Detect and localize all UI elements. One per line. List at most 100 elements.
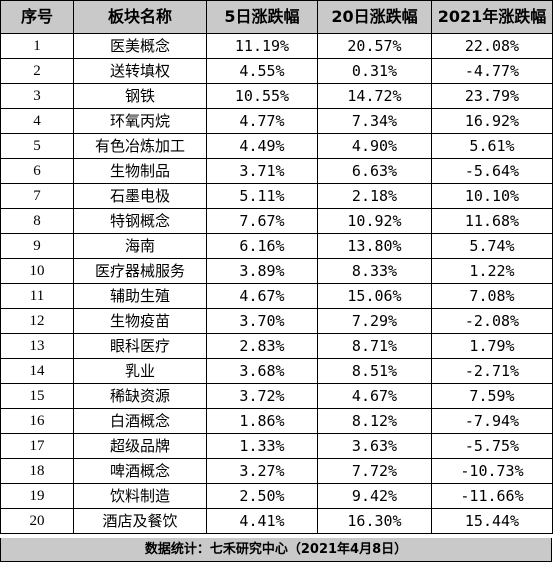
change-5day: 1.86% [206, 408, 318, 434]
change-20day: 16.30% [317, 508, 432, 534]
change-2021: -11.66% [431, 483, 553, 509]
change-2021: 23.79% [431, 83, 553, 109]
header-20day-change: 20日涨跌幅 [317, 0, 432, 34]
table-row: 8 特钢概念 7.67% 10.92% 11.68% [0, 208, 553, 234]
change-2021: 22.08% [431, 33, 553, 59]
table-row: 1 医美概念 11.19% 20.57% 22.08% [0, 33, 553, 59]
change-20day: 7.72% [317, 458, 432, 484]
row-index: 11 [0, 283, 74, 309]
sector-name: 钢铁 [73, 83, 207, 109]
change-20day: 20.57% [317, 33, 432, 59]
change-20day: 0.31% [317, 58, 432, 84]
change-2021: 10.10% [431, 183, 553, 209]
change-20day: 14.72% [317, 83, 432, 109]
change-5day: 2.83% [206, 333, 318, 359]
sector-table: 序号 板块名称 5日涨跌幅 20日涨跌幅 2021年涨跌幅 1 医美概念 11.19… [0, 0, 553, 534]
change-2021: 15.44% [431, 508, 553, 534]
change-20day: 8.33% [317, 258, 432, 284]
table-row: 14 乳业 3.68% 8.51% -2.71% [0, 358, 553, 384]
change-2021: 11.68% [431, 208, 553, 234]
sector-name: 稀缺资源 [73, 383, 207, 409]
change-5day: 3.72% [206, 383, 318, 409]
change-5day: 11.19% [206, 33, 318, 59]
change-20day: 6.63% [317, 158, 432, 184]
header-index: 序号 [0, 0, 74, 34]
table-row: 18 啤酒概念 3.27% 7.72% -10.73% [0, 458, 553, 484]
row-index: 19 [0, 483, 74, 509]
change-5day: 2.50% [206, 483, 318, 509]
table-row: 11 辅助生殖 4.67% 15.06% 7.08% [0, 283, 553, 309]
sector-name: 超级品牌 [73, 433, 207, 459]
change-2021: 1.22% [431, 258, 553, 284]
change-2021: -4.77% [431, 58, 553, 84]
table-row: 9 海南 6.16% 13.80% 5.74% [0, 233, 553, 259]
change-5day: 7.67% [206, 208, 318, 234]
table-row: 7 石墨电极 5.11% 2.18% 10.10% [0, 183, 553, 209]
sector-name: 饮料制造 [73, 483, 207, 509]
sector-name: 海南 [73, 233, 207, 259]
sector-name: 石墨电极 [73, 183, 207, 209]
sector-name: 特钢概念 [73, 208, 207, 234]
table-row: 12 生物疫苗 3.70% 7.29% -2.08% [0, 308, 553, 334]
change-20day: 8.12% [317, 408, 432, 434]
row-index: 13 [0, 333, 74, 359]
change-20day: 10.92% [317, 208, 432, 234]
sector-name: 送转填权 [73, 58, 207, 84]
change-20day: 7.29% [317, 308, 432, 334]
sector-name: 生物疫苗 [73, 308, 207, 334]
change-2021: -5.75% [431, 433, 553, 459]
row-index: 9 [0, 233, 74, 259]
table-body: 1 医美概念 11.19% 20.57% 22.08% 2 送转填权 4.55% 0.31% -4… [0, 33, 553, 534]
table-row: 3 钢铁 10.55% 14.72% 23.79% [0, 83, 553, 109]
sector-name: 生物制品 [73, 158, 207, 184]
row-index: 20 [0, 508, 74, 534]
change-20day: 8.71% [317, 333, 432, 359]
change-2021: -10.73% [431, 458, 553, 484]
change-20day: 13.80% [317, 233, 432, 259]
change-5day: 1.33% [206, 433, 318, 459]
table-row: 4 环氧丙烷 4.77% 7.34% 16.92% [0, 108, 553, 134]
row-index: 10 [0, 258, 74, 284]
row-index: 17 [0, 433, 74, 459]
change-20day: 8.51% [317, 358, 432, 384]
change-5day: 4.55% [206, 58, 318, 84]
change-5day: 5.11% [206, 183, 318, 209]
table-row: 20 酒店及餐饮 4.41% 16.30% 15.44% [0, 508, 553, 534]
header-row: 序号 板块名称 5日涨跌幅 20日涨跌幅 2021年涨跌幅 [0, 0, 553, 34]
sector-name: 环氧丙烷 [73, 108, 207, 134]
header-5day-change: 5日涨跌幅 [206, 0, 318, 34]
table-row: 13 眼科医疗 2.83% 8.71% 1.79% [0, 333, 553, 359]
table-row: 2 送转填权 4.55% 0.31% -4.77% [0, 58, 553, 84]
change-5day: 3.70% [206, 308, 318, 334]
row-index: 12 [0, 308, 74, 334]
change-2021: 1.79% [431, 333, 553, 359]
change-20day: 9.42% [317, 483, 432, 509]
sector-name: 乳业 [73, 358, 207, 384]
change-5day: 10.55% [206, 83, 318, 109]
row-index: 15 [0, 383, 74, 409]
row-index: 1 [0, 33, 74, 59]
change-20day: 3.63% [317, 433, 432, 459]
row-index: 8 [0, 208, 74, 234]
sector-name: 啤酒概念 [73, 458, 207, 484]
change-2021: 5.74% [431, 233, 553, 259]
row-index: 2 [0, 58, 74, 84]
row-index: 14 [0, 358, 74, 384]
change-5day: 4.77% [206, 108, 318, 134]
change-2021: 7.08% [431, 283, 553, 309]
header-2021-change: 2021年涨跌幅 [431, 0, 553, 34]
source-footer: 数据统计：七禾研究中心（2021年4月8日） [0, 538, 552, 562]
sector-name: 医疗器械服务 [73, 258, 207, 284]
row-index: 18 [0, 458, 74, 484]
table-row: 19 饮料制造 2.50% 9.42% -11.66% [0, 483, 553, 509]
sector-name: 白酒概念 [73, 408, 207, 434]
change-2021: 5.61% [431, 133, 553, 159]
change-20day: 4.90% [317, 133, 432, 159]
change-2021: -5.64% [431, 158, 553, 184]
change-2021: -7.94% [431, 408, 553, 434]
table-row: 16 白酒概念 1.86% 8.12% -7.94% [0, 408, 553, 434]
change-5day: 3.89% [206, 258, 318, 284]
table-row: 17 超级品牌 1.33% 3.63% -5.75% [0, 433, 553, 459]
change-5day: 3.71% [206, 158, 318, 184]
